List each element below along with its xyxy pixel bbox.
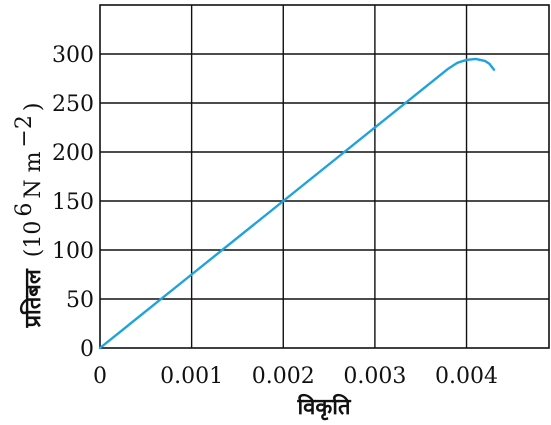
x-tick-label: 0.003	[343, 364, 406, 389]
y-tick-label: 150	[52, 190, 94, 215]
y-axis-title: प्रतिबल (10 6 N m −2 )	[12, 103, 46, 329]
y-axis-unit-exponent: 6	[12, 203, 37, 217]
y-tick-label: 100	[52, 239, 94, 264]
x-tick-label: 0.004	[435, 364, 498, 389]
y-axis-unit-close: )	[21, 103, 46, 112]
series-layer	[98, 57, 496, 350]
y-axis-unit-open: (10	[21, 221, 46, 258]
y-tick-label: 250	[52, 92, 94, 117]
y-tick-label: 50	[66, 288, 94, 313]
x-tick-label: 0.001	[160, 364, 223, 389]
plot-frame	[99, 4, 550, 349]
x-axis-title: विकृति	[296, 393, 352, 421]
x-tick-label: 0.002	[252, 364, 315, 389]
stress-strain-curve	[98, 57, 496, 350]
y-axis-unit-body: N m	[21, 151, 46, 198]
x-tick-label: 0	[93, 364, 107, 389]
y-tick-label: 300	[52, 43, 94, 68]
y-axis-title-main: प्रतिबल	[19, 268, 46, 328]
y-axis-unit-exponent-2: −2	[12, 115, 37, 147]
tick-labels: 0 0.001 0.002 0.003 0.004 0 50 100 150 200 250 300	[52, 43, 498, 389]
y-axis-title-group: प्रतिबल (10 6 N m −2 )	[12, 103, 46, 329]
y-tick-label: 0	[80, 337, 94, 362]
grid	[100, 5, 549, 348]
y-tick-label: 200	[52, 141, 94, 166]
